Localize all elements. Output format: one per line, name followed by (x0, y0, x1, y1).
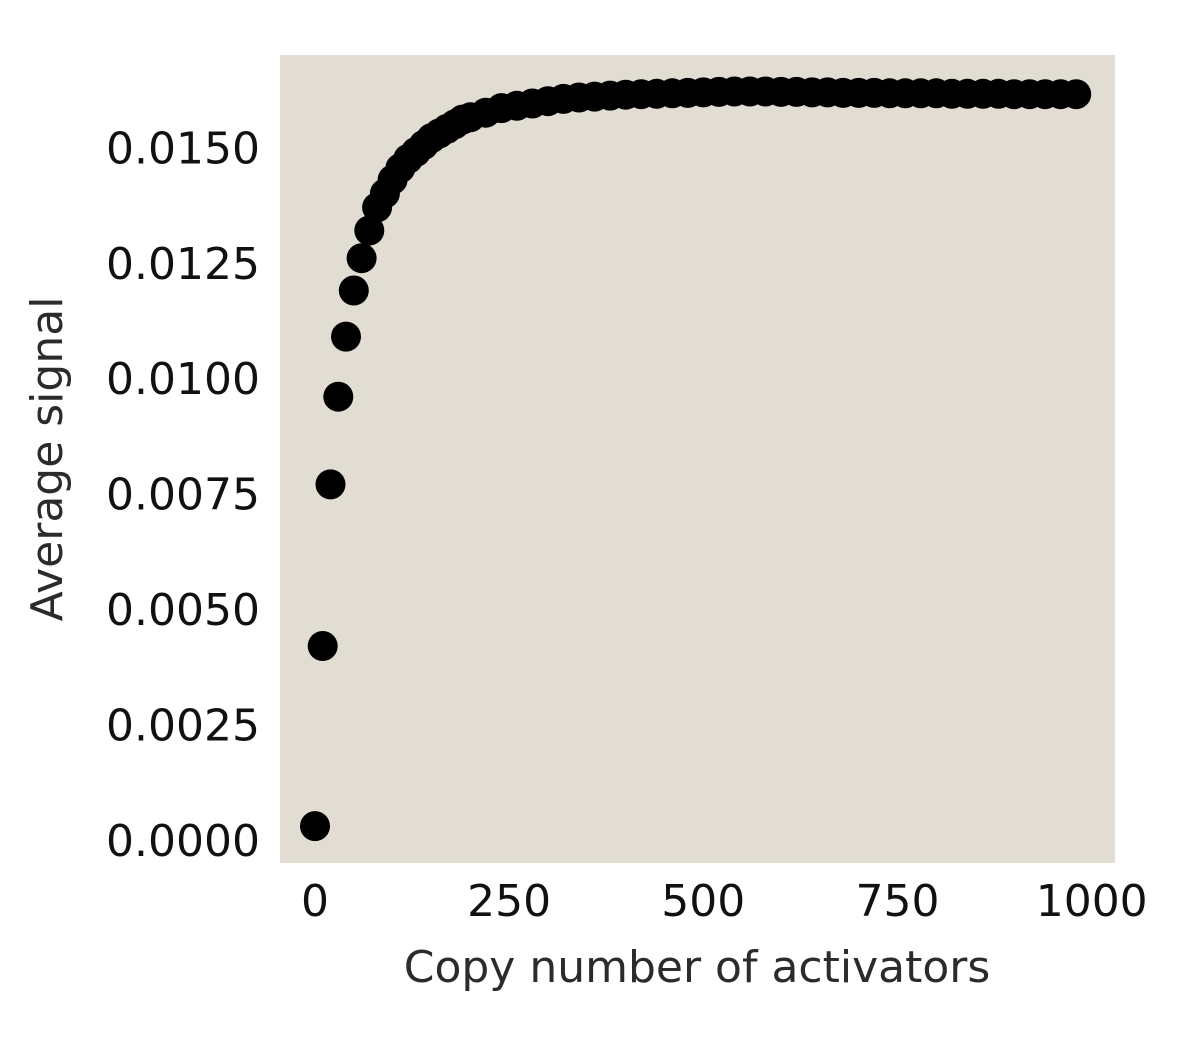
y-tick-label: 0.0050 (106, 585, 260, 636)
points-group (300, 76, 1092, 842)
y-tick-label: 0.0100 (106, 354, 260, 405)
data-point (300, 811, 330, 842)
x-tick-label: 500 (661, 876, 745, 927)
plot-area (280, 55, 1115, 863)
data-point (354, 215, 385, 246)
data-point (323, 381, 354, 412)
y-tick-label: 0.0000 (106, 816, 260, 867)
data-point (331, 321, 361, 352)
data-point (346, 243, 377, 274)
data-point (307, 631, 338, 661)
data-point (1061, 79, 1092, 110)
x-ticks-group: 0 250 500 750 1000 (301, 876, 1148, 927)
data-point (315, 469, 346, 500)
y-tick-label: 0.0075 (106, 470, 260, 521)
x-axis-label: Copy number of activators (404, 942, 991, 993)
y-ticks-group: 0.0000 0.0025 0.0050 0.0075 0.0100 0.0125 0.01… (106, 123, 260, 867)
data-point (338, 275, 369, 306)
x-tick-label: 750 (856, 876, 940, 927)
x-tick-label: 250 (467, 876, 551, 927)
x-tick-label: 0 (301, 876, 329, 927)
y-tick-label: 0.0125 (106, 239, 260, 290)
y-tick-label: 0.0025 (106, 701, 260, 752)
x-tick-label: 1000 (1036, 876, 1148, 927)
y-axis-label: Average signal (22, 297, 73, 622)
y-tick-label: 0.0150 (106, 123, 260, 174)
